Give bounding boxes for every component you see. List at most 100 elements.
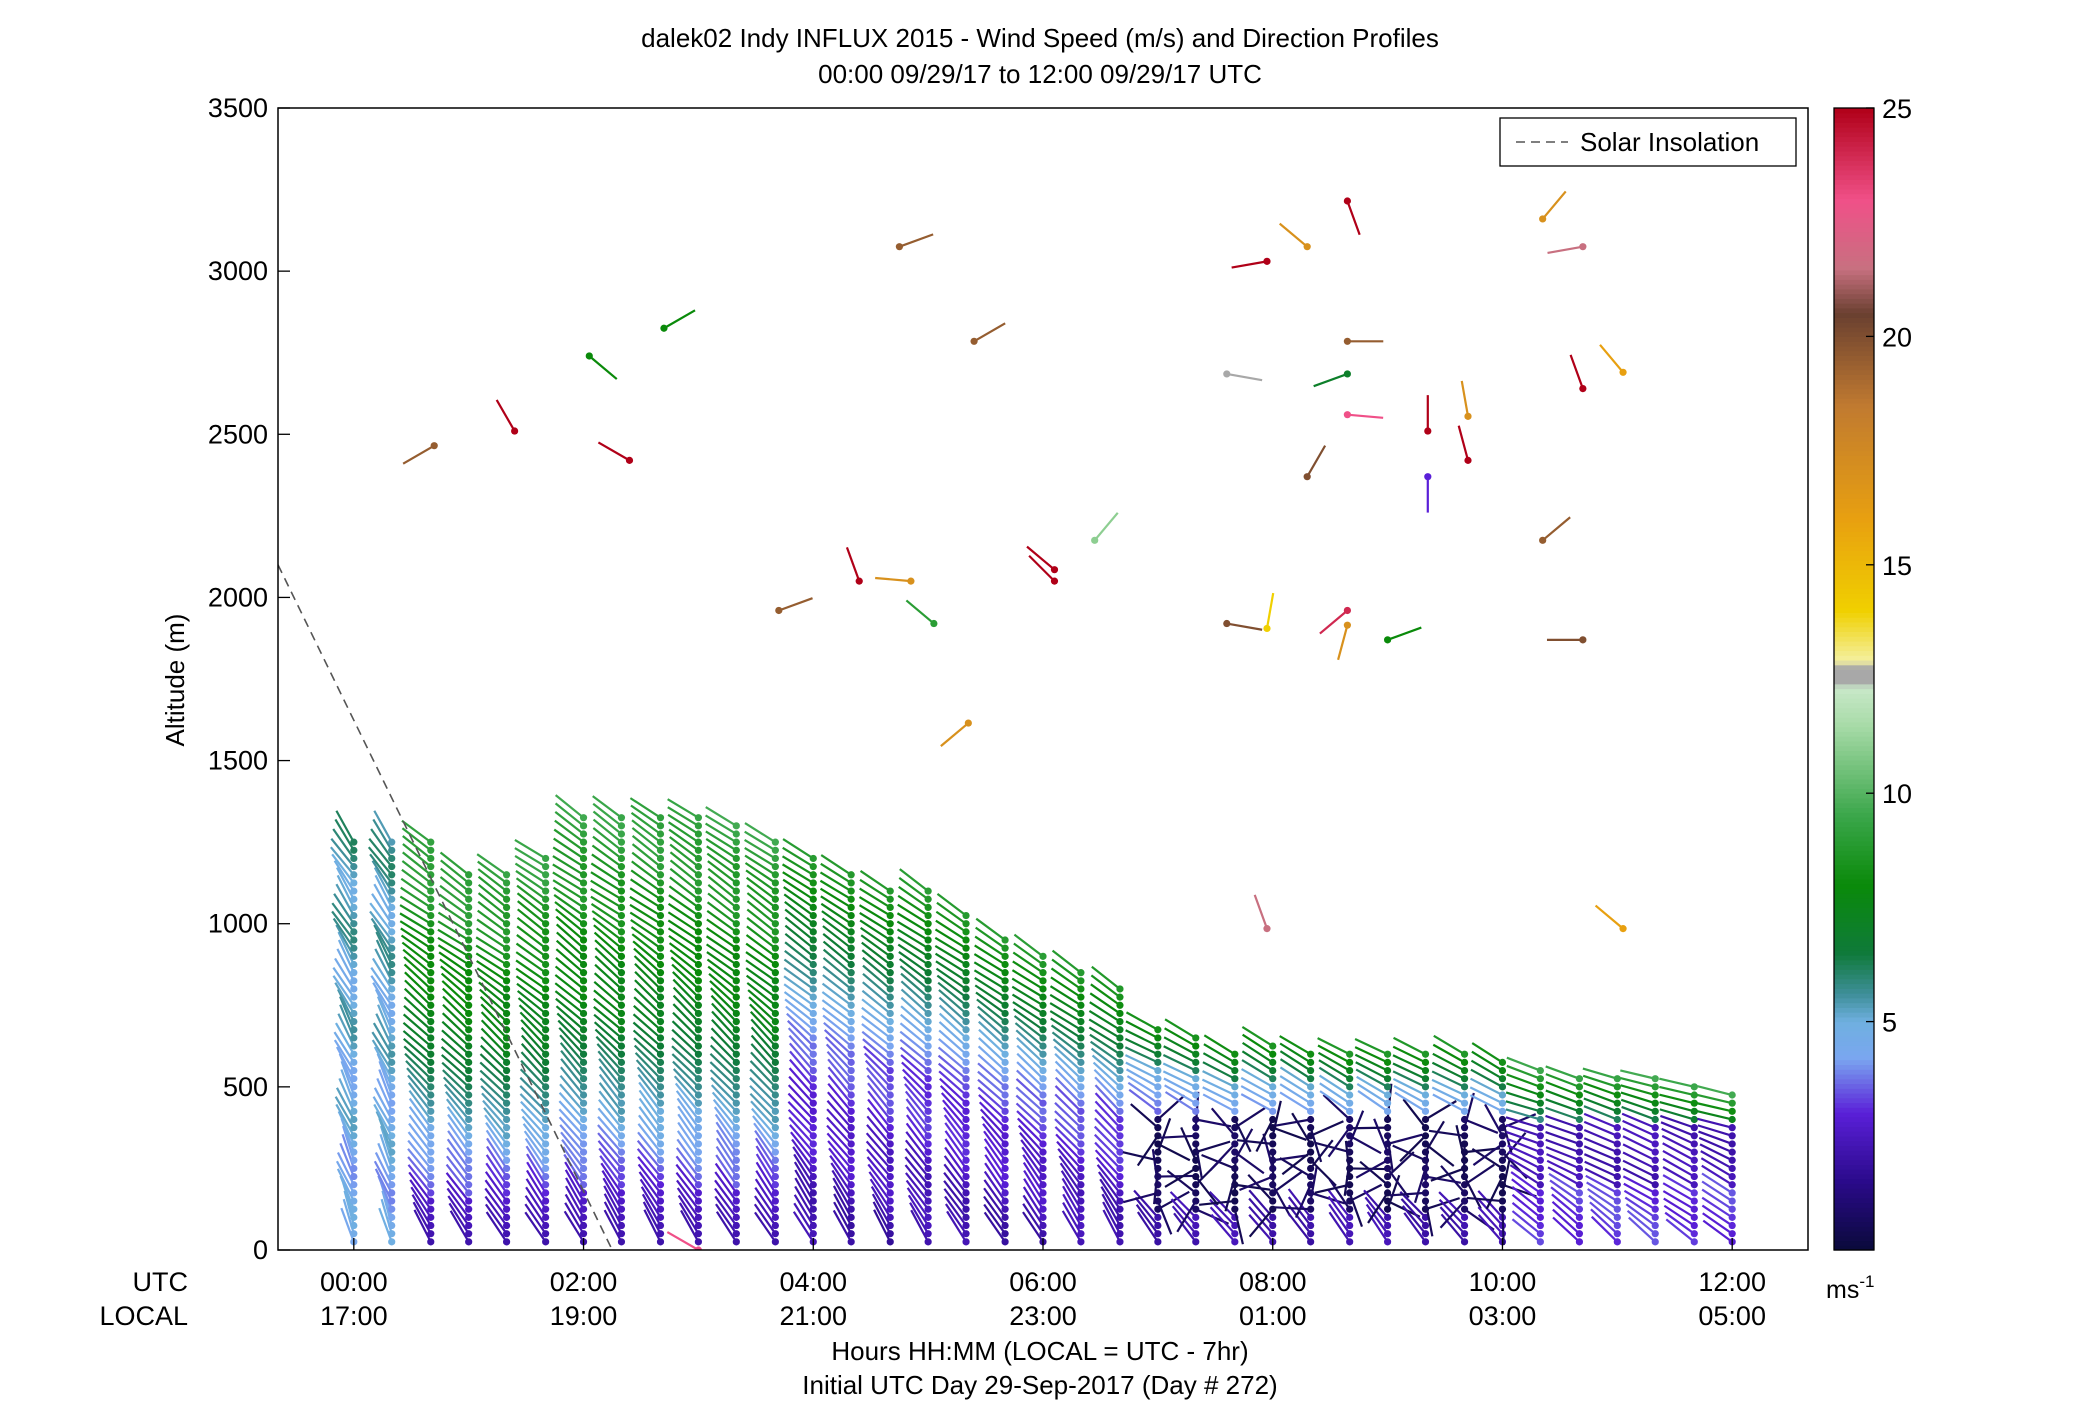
- wind-barb-staff: [1023, 1169, 1044, 1202]
- wind-barb: [937, 981, 970, 1009]
- wind-barb: [1125, 1061, 1162, 1083]
- wind-barb-staff: [1291, 1112, 1312, 1145]
- wind-barb: [859, 878, 894, 903]
- wind-barb-dot: [656, 1042, 665, 1050]
- wind-barb-staff: [1622, 1135, 1656, 1154]
- wind-barb-dot: [694, 1189, 703, 1197]
- wind-barb: [900, 1013, 932, 1042]
- wind-barb: [519, 1076, 550, 1107]
- wind-barb: [558, 1116, 588, 1148]
- wind-barb-staff: [783, 975, 814, 999]
- wind-barb-dot: [732, 1034, 740, 1042]
- wind-barb-staff: [668, 894, 700, 917]
- wind-barb: [1090, 983, 1124, 1009]
- wind-barb-dot: [427, 879, 435, 887]
- wind-barb: [590, 862, 626, 887]
- colorbar-band: [1834, 469, 1874, 475]
- wind-barb: [706, 909, 740, 936]
- wind-barb-dot: [388, 1197, 396, 1205]
- wind-barb-staff: [745, 967, 777, 990]
- wind-barb-dot: [388, 920, 396, 928]
- wind-barb-staff: [1093, 1125, 1121, 1153]
- wind-barb-dot: [1307, 1107, 1315, 1115]
- wind-barb-dot: [579, 1197, 588, 1205]
- wind-barb-dot: [427, 1115, 435, 1124]
- wind-barb-staff: [371, 893, 393, 925]
- wind-barb-dot: [350, 928, 358, 936]
- wind-barb: [707, 884, 740, 912]
- wind-barb: [370, 828, 396, 863]
- wind-barb-dot: [694, 854, 703, 863]
- wind-barb-staff: [438, 893, 470, 917]
- wind-barb-staff: [1054, 1085, 1082, 1113]
- wind-barb-dot: [694, 1058, 703, 1066]
- wind-barb: [788, 1034, 817, 1066]
- wind-barb-staff: [1013, 1008, 1044, 1031]
- wind-barb: [402, 835, 435, 863]
- colorbar-band: [1834, 626, 1874, 633]
- wind-barb-dot: [660, 324, 668, 332]
- wind-barb-dot: [1421, 1091, 1430, 1099]
- wind-barb-dot: [427, 1083, 435, 1091]
- wind-barb-dot: [465, 1058, 473, 1066]
- wind-barb-staff: [561, 1139, 585, 1170]
- wind-barb-dot: [1613, 1091, 1621, 1099]
- wind-barb: [677, 1105, 703, 1140]
- x-tick-label-local: 03:00: [1469, 1301, 1537, 1331]
- wind-barb: [1545, 1089, 1584, 1107]
- colorbar-band: [1834, 607, 1874, 613]
- wind-barb-staff: [630, 926, 662, 950]
- wind-barb: [1125, 1011, 1162, 1034]
- wind-barb-staff: [674, 1082, 700, 1113]
- wind-barb-staff: [862, 981, 891, 1007]
- wind-barb-staff: [372, 982, 393, 1015]
- colorbar-band: [1834, 512, 1874, 518]
- wind-barb-staff: [1484, 1103, 1504, 1137]
- wind-barb: [407, 1148, 435, 1181]
- wind-barb: [898, 877, 932, 903]
- wind-barb-staff: [706, 909, 737, 933]
- wind-barb-staff: [593, 924, 623, 950]
- wind-barb-dot: [694, 879, 703, 887]
- wind-barb-staff: [483, 1107, 508, 1137]
- wind-barb-dot: [617, 1018, 626, 1026]
- wind-barb: [939, 1077, 970, 1107]
- wind-barb-dot: [1728, 1181, 1736, 1189]
- wind-barb: [711, 1091, 740, 1124]
- wind-barb-dot: [924, 903, 932, 912]
- wind-barb: [862, 964, 894, 993]
- wind-barb-dot: [542, 1197, 550, 1205]
- wind-barb: [706, 951, 740, 977]
- wind-barb-dot: [1077, 1140, 1085, 1148]
- wind-barb-staff: [672, 994, 700, 1023]
- wind-barb-dot: [579, 1034, 588, 1042]
- wind-barb-dot: [542, 1124, 550, 1132]
- wind-barb-staff: [1356, 1083, 1389, 1105]
- wind-barb: [1620, 1076, 1659, 1091]
- wind-barb-staff: [832, 1177, 853, 1210]
- wind-barb: [707, 892, 740, 920]
- wind-barb: [898, 951, 932, 977]
- wind-barb: [637, 1123, 665, 1156]
- wind-barb-staff: [845, 547, 861, 582]
- wind-barb: [553, 837, 588, 863]
- wind-barb-dot: [1613, 1197, 1621, 1205]
- wind-barb: [936, 901, 970, 928]
- colorbar-band: [1834, 816, 1874, 823]
- wind-barb: [337, 1110, 358, 1148]
- wind-barb-dot: [656, 1205, 665, 1213]
- wind-barb-staff: [1317, 1037, 1351, 1056]
- wind-barb-dot: [1269, 1099, 1277, 1107]
- wind-barb-dot: [1421, 1197, 1430, 1205]
- wind-barb-staff: [750, 1034, 777, 1064]
- colorbar-band: [1834, 226, 1874, 233]
- wind-barb: [864, 1059, 894, 1091]
- wind-barb-staff: [603, 1209, 623, 1243]
- wind-barb: [1015, 1094, 1047, 1124]
- wind-barb-dot: [924, 1058, 932, 1066]
- wind-barb-dot: [502, 1115, 511, 1124]
- wind-barb-staff: [935, 919, 967, 941]
- wind-barb-dot: [1536, 1213, 1544, 1221]
- wind-barb-staff: [406, 1067, 432, 1096]
- wind-barb: [1355, 1068, 1392, 1091]
